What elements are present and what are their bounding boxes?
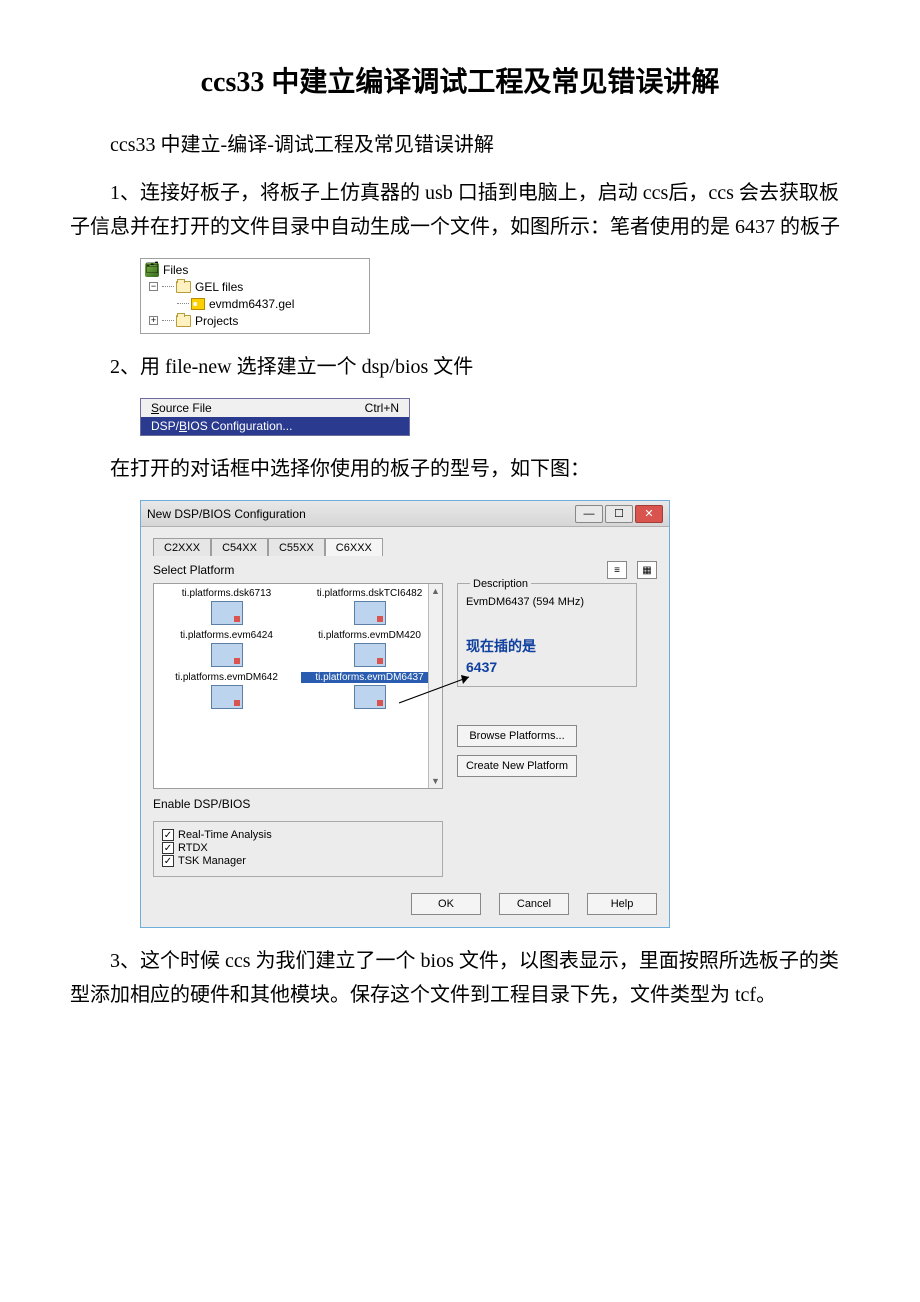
menu-shortcut: Ctrl+N xyxy=(365,401,399,415)
menu-item-prefix: DSP/ xyxy=(151,419,179,433)
projects-label: Projects xyxy=(195,314,238,328)
platform-listbox[interactable]: ti.platforms.dsk6713 ti.platforms.dskTCI… xyxy=(153,583,443,789)
close-button[interactable]: ✕ xyxy=(635,505,663,523)
files-icon xyxy=(145,263,159,277)
check-tsk[interactable]: ✓ TSK Manager xyxy=(162,855,434,867)
menu-item-suffix: IOS Configuration... xyxy=(187,419,292,433)
step-1-para: 1、连接好板子，将板子上仿真器的 usb 口插到电脑上，启动 ccs后，ccs … xyxy=(70,176,850,244)
step-2-para: 2、用 file-new 选择建立一个 dsp/bios 文件 xyxy=(70,350,850,384)
view-list-button[interactable]: ≡ xyxy=(607,561,627,579)
description-text: EvmDM6437 (594 MHz) xyxy=(466,596,628,608)
menu-mnemonic: S xyxy=(151,401,159,415)
enable-bios-group: ✓ Real-Time Analysis ✓ RTDX ✓ TSK Manage… xyxy=(153,821,443,877)
tab-c2xxx[interactable]: C2XXX xyxy=(153,538,211,556)
platform-item[interactable]: ti.platforms.evm6424 xyxy=(158,630,295,668)
gel-file-icon xyxy=(191,298,205,310)
intro-para: ccs33 中建立-编译-调试工程及常见错误讲解 xyxy=(70,128,850,162)
tab-c6xxx[interactable]: C6XXX xyxy=(325,538,383,556)
step-2b-para: 在打开的对话框中选择你使用的板子的型号，如下图： xyxy=(70,452,850,486)
platform-icon xyxy=(211,643,243,667)
checkbox-icon: ✓ xyxy=(162,855,174,867)
platform-item-selected[interactable]: ti.platforms.evmDM6437 xyxy=(301,672,438,710)
platform-icon xyxy=(354,601,386,625)
help-button[interactable]: Help xyxy=(587,893,657,915)
platform-item[interactable]: ti.platforms.evmDM642 xyxy=(158,672,295,710)
cancel-button[interactable]: Cancel xyxy=(499,893,569,915)
scrollbar[interactable] xyxy=(428,584,442,788)
platform-item[interactable]: ti.platforms.dskTCI6482 xyxy=(301,588,438,626)
tree-line xyxy=(162,286,174,287)
create-platform-button[interactable]: Create New Platform xyxy=(457,755,577,777)
platform-icon xyxy=(354,685,386,709)
new-bios-config-dialog: New DSP/BIOS Configuration — ☐ ✕ C2XXX C… xyxy=(140,500,670,928)
platform-label: ti.platforms.dskTCI6482 xyxy=(301,588,438,599)
tree-gel-folder-row[interactable]: − GEL files xyxy=(145,278,369,295)
gel-folder-label: GEL files xyxy=(195,280,243,294)
folder-icon xyxy=(176,315,191,327)
checkbox-icon: ✓ xyxy=(162,842,174,854)
select-platform-label: Select Platform xyxy=(153,563,234,577)
tree-line xyxy=(177,303,189,304)
dialog-titlebar: New DSP/BIOS Configuration — ☐ ✕ xyxy=(141,501,669,527)
folder-icon xyxy=(176,281,191,293)
file-tree-panel: Files − GEL files evmdm6437.gel + Projec… xyxy=(140,258,370,334)
platform-label: ti.platforms.evmDM6437 xyxy=(301,672,438,683)
browse-platforms-button[interactable]: Browse Platforms... xyxy=(457,725,577,747)
platform-label: ti.platforms.evm6424 xyxy=(158,630,295,641)
description-fieldset: Description EvmDM6437 (594 MHz) 现在插的是 64… xyxy=(457,583,637,687)
enable-bios-label: Enable DSP/BIOS xyxy=(153,797,657,811)
tab-c54xx[interactable]: C54XX xyxy=(211,538,268,556)
platform-label: ti.platforms.dsk6713 xyxy=(158,588,295,599)
tree-line xyxy=(162,320,174,321)
check-rtdx[interactable]: ✓ RTDX xyxy=(162,842,434,854)
file-new-menu: Source File Ctrl+N DSP/BIOS Configuratio… xyxy=(140,398,410,436)
tree-root-row[interactable]: Files xyxy=(145,261,369,278)
view-icons-button[interactable]: ▦ xyxy=(637,561,657,579)
platform-icon xyxy=(211,601,243,625)
tree-projects-row[interactable]: + Projects xyxy=(145,312,369,329)
check-label: RTDX xyxy=(178,842,208,854)
description-title: Description xyxy=(470,578,531,590)
platform-label: ti.platforms.evmDM420 xyxy=(301,630,438,641)
platform-icon xyxy=(354,643,386,667)
dialog-title: New DSP/BIOS Configuration xyxy=(147,507,306,521)
tree-gel-file-row[interactable]: evmdm6437.gel xyxy=(145,295,369,312)
step-3-para: 3、这个时候 ccs 为我们建立了一个 bios 文件，以图表显示，里面按照所选… xyxy=(70,944,850,1012)
platform-tabs: C2XXX C54XX C55XX C6XXX xyxy=(153,537,657,555)
menu-item-source-file[interactable]: Source File Ctrl+N xyxy=(141,399,409,417)
tab-c55xx[interactable]: C55XX xyxy=(268,538,325,556)
platform-item[interactable]: ti.platforms.evmDM420 xyxy=(301,630,438,668)
maximize-button[interactable]: ☐ xyxy=(605,505,633,523)
check-label: TSK Manager xyxy=(178,855,246,867)
minimize-button[interactable]: — xyxy=(575,505,603,523)
menu-item-dsp-bios[interactable]: DSP/BIOS Configuration... xyxy=(141,417,409,435)
platform-item[interactable]: ti.platforms.dsk6713 xyxy=(158,588,295,626)
menu-item-label: ource File xyxy=(159,401,212,415)
checkbox-icon: ✓ xyxy=(162,829,174,841)
ok-button[interactable]: OK xyxy=(411,893,481,915)
platform-label: ti.platforms.evmDM642 xyxy=(158,672,295,683)
check-rta[interactable]: ✓ Real-Time Analysis xyxy=(162,829,434,841)
check-label: Real-Time Analysis xyxy=(178,829,272,841)
tree-root-label: Files xyxy=(163,263,188,277)
expand-icon[interactable]: + xyxy=(149,316,158,325)
menu-mnemonic: B xyxy=(179,419,187,433)
page-title: ccs33 中建立编译调试工程及常见错误讲解 xyxy=(70,60,850,100)
annotation-text: 现在插的是 6437 xyxy=(466,636,628,678)
gel-file-label: evmdm6437.gel xyxy=(209,297,294,311)
platform-icon xyxy=(211,685,243,709)
collapse-icon[interactable]: − xyxy=(149,282,158,291)
